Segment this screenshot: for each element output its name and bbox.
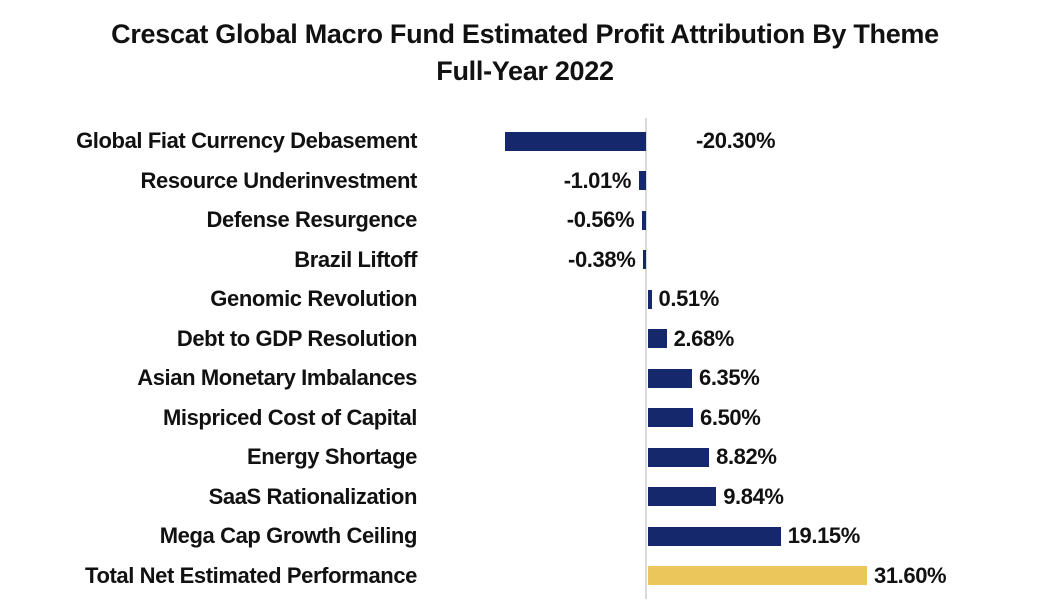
category-label: Resource Underinvestment bbox=[140, 167, 418, 193]
category-label: Genomic Revolution bbox=[210, 286, 417, 311]
bar bbox=[648, 408, 694, 427]
value-label: 0.51% bbox=[658, 286, 720, 311]
category-label: Energy Shortage bbox=[246, 444, 417, 469]
bar bbox=[643, 250, 646, 269]
category-label: Brazil Liftoff bbox=[294, 246, 417, 272]
value-label: 9.84% bbox=[723, 483, 784, 509]
category-label: Mispriced Cost of Capital bbox=[162, 404, 417, 430]
category-label: Debt to GDP Resolution bbox=[176, 325, 418, 351]
bar bbox=[505, 131, 646, 151]
value-label: 8.82% bbox=[716, 444, 777, 469]
chart-title-line1: Crescat Global Macro Fund Estimated Prof… bbox=[111, 19, 939, 49]
category-label: Total Net Estimated Performance bbox=[85, 562, 417, 588]
zero-axis-line bbox=[645, 118, 647, 599]
bar bbox=[648, 526, 781, 546]
bar bbox=[648, 368, 692, 388]
bar bbox=[648, 487, 717, 506]
value-label: -0.56% bbox=[566, 207, 635, 232]
bar bbox=[642, 210, 646, 230]
category-label: Global Fiat Currency Debasement bbox=[76, 128, 417, 153]
category-label: Mega Cap Growth Ceiling bbox=[159, 523, 418, 548]
value-label: -20.30% bbox=[696, 128, 776, 153]
chart-title: Crescat Global Macro Fund Estimated Prof… bbox=[0, 16, 1050, 90]
value-label: -1.01% bbox=[563, 167, 632, 193]
category-label: SaaS Rationalization bbox=[208, 483, 418, 509]
value-label: 19.15% bbox=[787, 523, 861, 548]
value-label: 31.60% bbox=[873, 562, 947, 588]
bar bbox=[639, 171, 646, 190]
bar bbox=[648, 329, 667, 348]
chart-title-line2: Full-Year 2022 bbox=[436, 56, 614, 86]
value-label: 6.50% bbox=[700, 404, 761, 430]
bar bbox=[648, 289, 652, 309]
value-label: 6.35% bbox=[699, 365, 760, 390]
value-label: -0.38% bbox=[568, 246, 636, 272]
value-label: 2.68% bbox=[673, 325, 735, 351]
bar bbox=[648, 566, 867, 585]
category-label: Asian Monetary Imbalances bbox=[137, 365, 417, 390]
bar bbox=[648, 447, 710, 467]
category-label: Defense Resurgence bbox=[206, 207, 418, 232]
